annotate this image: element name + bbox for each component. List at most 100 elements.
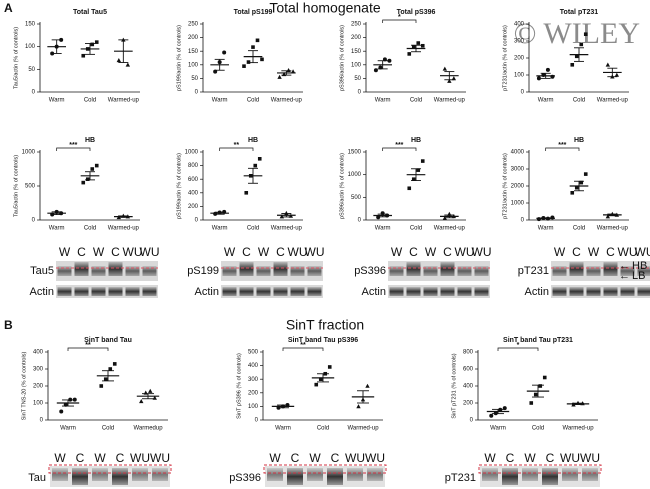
y-axis-label: SinT pS396 (% of controls) [236,353,242,419]
blot-band [290,287,305,296]
y-tick-label: 100 [514,73,525,79]
data-point [314,382,319,387]
chart-title: Total pS199 [234,9,273,16]
lane-label: WU [618,245,638,259]
data-point [416,41,421,45]
data-point [489,413,494,418]
blot-band [367,468,383,481]
lane-label: WU [150,451,170,465]
significance-bracket [497,347,539,351]
blot-band [108,287,123,296]
y-tick-label: 100 [25,44,36,50]
y-tick-label: 500 [248,350,259,356]
blot-band [562,468,578,481]
y-tick-label: 50 [28,67,35,73]
x-tick-label: Warm [49,98,65,104]
blot-band [125,266,140,276]
data-point [257,157,262,161]
data-point [447,78,452,83]
data-point [59,409,64,414]
y-tick-label: 100 [188,62,199,68]
blot-band [389,287,404,296]
data-point [451,76,457,81]
y-tick-label: 0 [195,218,199,224]
data-point [407,52,412,56]
x-tick-label: Cold [532,426,544,432]
lane-label: C [76,451,85,465]
y-tick-label: 0 [358,218,362,224]
y-tick-label: 400 [188,190,199,196]
blot-band [290,266,305,276]
lane-label: WU [305,245,325,259]
data-point [420,43,425,48]
y-tick-label: 400 [514,22,525,28]
data-point [614,72,620,77]
chart-title: SinT band Tau pT231 [503,337,573,344]
x-tick-label: Cold [410,226,422,232]
data-point [244,191,249,195]
y-tick-label: 1000 [22,150,36,156]
x-tick-label: Warmed-up [108,226,140,232]
highlight-box [478,464,602,474]
blot-label: pT231 [445,472,476,484]
x-tick-label: Cold [247,98,259,104]
y-tick-label: 0 [521,218,525,224]
lane-label: C [546,451,555,465]
data-point [255,38,260,43]
x-tick-label: Cold [317,426,329,432]
data-point [583,172,588,176]
lane-label: C [276,245,285,259]
blot-band [552,266,567,276]
y-tick-label: 200 [33,384,44,390]
data-point [72,397,77,402]
blot-band [569,287,584,296]
y-tick-label: 150 [188,49,199,55]
blot-band [273,287,288,296]
x-tick-label: Warm [60,426,76,432]
data-point [574,54,579,59]
x-tick-label: Warm [538,98,554,104]
lane-label: WU [365,451,385,465]
blot-band [327,468,343,485]
data-point [533,392,538,397]
blot-band [637,287,650,296]
data-point [318,377,323,381]
data-point [570,191,575,195]
y-tick-label: 1000 [511,201,525,207]
chart-title: Total Tau5 [73,9,107,16]
blot-band [457,287,472,296]
lane-label: W [391,245,403,259]
blot-band [620,287,635,296]
y-tick-label: 4000 [511,150,525,156]
chart-title: Total pS396 [397,9,436,16]
blot-band [307,266,322,276]
x-tick-label: Cold [410,98,422,104]
lane-label: WU [560,451,580,465]
data-point [529,401,534,405]
data-point [579,180,584,185]
x-tick-label: Cold [573,226,585,232]
y-tick-label: 300 [514,39,525,45]
blot-band [273,262,288,276]
data-point [442,66,448,71]
lane-label: W [309,451,321,465]
x-tick-label: Warmed-up [434,98,466,104]
blot-label: pS396 [354,265,386,277]
y-tick-label: 0 [195,90,199,96]
lane-label: WU [123,245,143,259]
chart-title: SinT band Tau pS396 [288,337,358,344]
x-tick-label: Warm [212,226,228,232]
blot-band [152,468,168,481]
lane-label: C [606,245,615,259]
data-point [94,163,99,168]
x-tick-label: Warm [275,426,291,432]
blot-band [423,266,438,276]
data-point [90,167,95,171]
lane-label: C [506,451,515,465]
section-title: Total homogenate [269,0,381,16]
blot-band [603,287,618,296]
data-point [103,377,108,381]
lane-label: C [409,245,418,259]
blot-band [582,468,598,481]
